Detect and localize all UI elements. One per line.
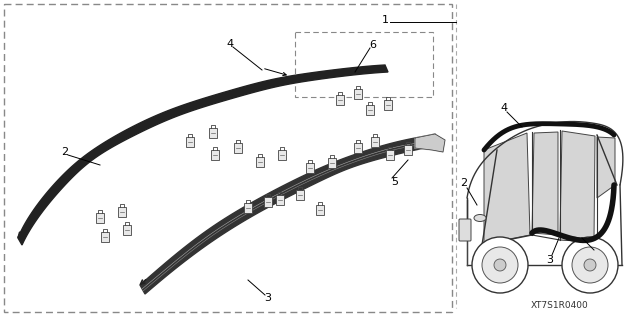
Text: XT7S1R0400: XT7S1R0400 — [531, 301, 589, 310]
Bar — [366, 105, 374, 115]
Bar — [295, 32, 433, 97]
Bar — [316, 205, 324, 215]
Bar — [211, 150, 219, 160]
Text: 1: 1 — [381, 15, 388, 25]
Circle shape — [584, 259, 596, 271]
Bar — [386, 150, 394, 160]
Bar — [96, 213, 104, 223]
Bar — [186, 137, 194, 147]
FancyBboxPatch shape — [459, 219, 471, 241]
Text: 5: 5 — [392, 177, 399, 187]
Circle shape — [494, 259, 506, 271]
Bar — [336, 95, 344, 105]
Bar — [306, 163, 314, 173]
Text: 3: 3 — [547, 255, 554, 265]
Bar — [101, 232, 109, 242]
Bar — [371, 137, 379, 147]
Bar — [276, 195, 284, 205]
Circle shape — [482, 247, 518, 283]
Ellipse shape — [474, 214, 486, 221]
Polygon shape — [415, 134, 445, 152]
Text: 5: 5 — [593, 249, 600, 259]
Bar — [209, 128, 217, 138]
Text: 3: 3 — [264, 293, 271, 303]
Polygon shape — [484, 133, 530, 244]
Bar — [404, 145, 412, 155]
Bar — [278, 150, 286, 160]
Polygon shape — [18, 65, 388, 245]
Polygon shape — [532, 132, 558, 235]
Circle shape — [472, 237, 528, 293]
Polygon shape — [560, 131, 595, 240]
Polygon shape — [597, 137, 615, 198]
Text: 2: 2 — [61, 147, 68, 157]
Text: 4: 4 — [227, 39, 234, 49]
Bar — [123, 225, 131, 235]
Bar — [234, 143, 242, 153]
Polygon shape — [140, 134, 440, 294]
Bar — [256, 157, 264, 167]
Text: 6: 6 — [369, 40, 376, 50]
Bar — [118, 207, 126, 217]
Text: 2: 2 — [460, 178, 468, 188]
Bar — [4, 4, 452, 312]
Circle shape — [572, 247, 608, 283]
Bar — [354, 89, 362, 99]
Bar — [328, 158, 336, 168]
Text: 4: 4 — [500, 103, 508, 113]
Bar — [384, 100, 392, 110]
Bar — [264, 197, 272, 207]
Bar — [244, 203, 252, 213]
Circle shape — [562, 237, 618, 293]
Bar — [354, 143, 362, 153]
Bar — [296, 190, 304, 200]
